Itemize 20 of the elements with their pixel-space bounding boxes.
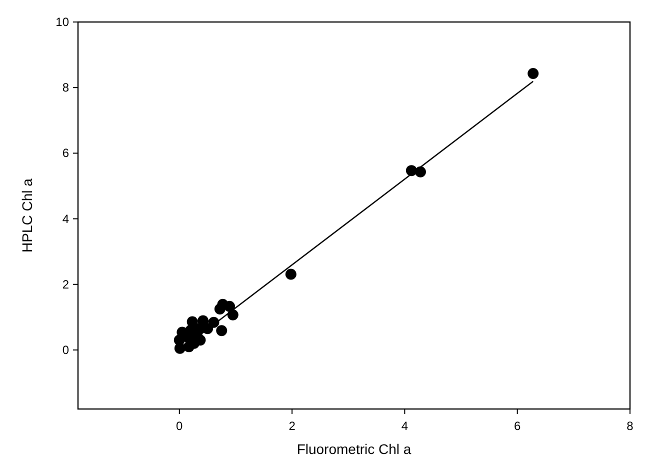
point [216, 325, 228, 336]
y-tick-label: 10 [56, 15, 70, 29]
y-tick-label: 0 [62, 342, 70, 357]
x-tick-label: 4 [401, 419, 408, 433]
point [174, 334, 185, 346]
y-axis-title: HPLC Chl a [19, 178, 35, 252]
y-tick-label: 2 [62, 277, 70, 292]
x-tick-label: 2 [288, 419, 296, 433]
point [528, 68, 539, 79]
point [214, 303, 226, 314]
point [285, 268, 296, 280]
x-tick-label: 6 [514, 419, 522, 433]
point [227, 309, 238, 320]
x-tick-label: 0 [176, 419, 184, 433]
x-axis-title: Fluorometric Chl a [296, 441, 412, 457]
y-tick-label: 4 [62, 212, 70, 226]
y-tick-label: 6 [62, 146, 70, 160]
x-tick-label: 8 [626, 419, 634, 433]
y-tick-label: 8 [62, 80, 70, 95]
point [414, 166, 426, 178]
